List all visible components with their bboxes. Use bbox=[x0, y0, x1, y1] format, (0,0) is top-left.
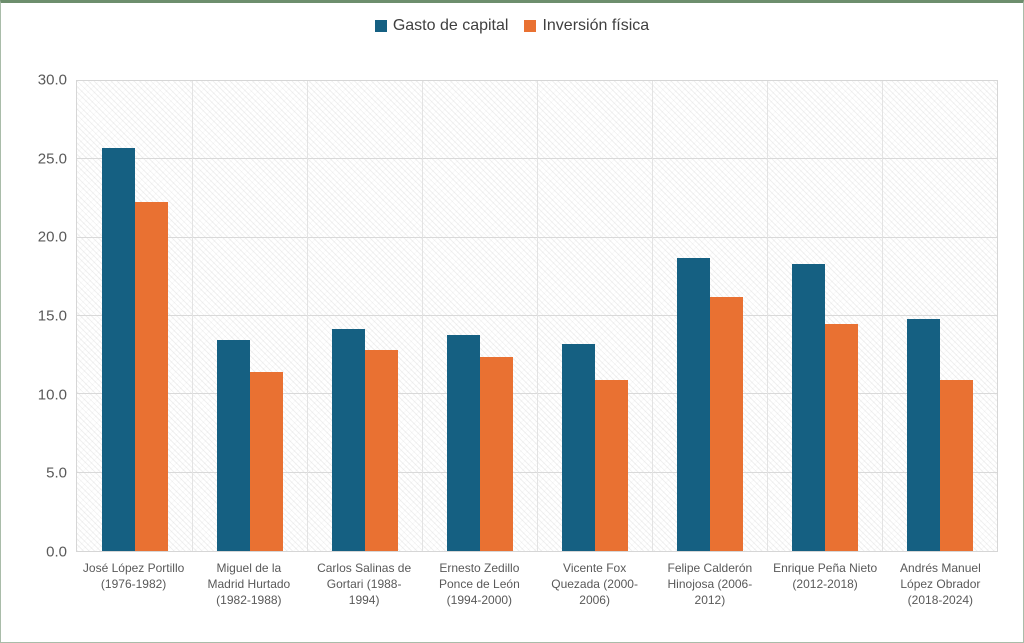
x-category-label: Miguel de la Madrid Hurtado (1982-1988) bbox=[207, 561, 291, 607]
legend-item-inversion-fisica: Inversión física bbox=[524, 17, 649, 35]
legend-label-inversion-fisica: Inversión física bbox=[542, 17, 650, 34]
bar-series-0-category-4 bbox=[561, 344, 595, 551]
vertical-gridline bbox=[767, 81, 768, 551]
bar-series-0-category-6 bbox=[791, 264, 825, 551]
bar-series-1-category-5 bbox=[709, 297, 743, 551]
bar-series-0-category-5 bbox=[676, 258, 710, 551]
x-axis-labels: José López Portillo (1976-1982) Miguel de… bbox=[76, 560, 998, 608]
x-category-label: Ernesto Zedillo Ponce de León (1994-2000… bbox=[439, 561, 520, 607]
bar-groups bbox=[77, 81, 997, 551]
bar-group bbox=[192, 81, 307, 551]
legend-item-gasto-de-capital: Gasto de capital bbox=[374, 17, 509, 35]
legend-swatch-gasto-de-capital bbox=[374, 20, 387, 32]
y-tick-label: 0.0 bbox=[46, 543, 67, 561]
bar-group bbox=[77, 81, 192, 551]
y-tick-label: 25.0 bbox=[37, 150, 67, 168]
vertical-gridline bbox=[652, 81, 653, 551]
vertical-gridline bbox=[537, 81, 538, 551]
y-tick-label: 30.0 bbox=[37, 71, 67, 89]
legend-label-gasto-de-capital: Gasto de capital bbox=[392, 17, 509, 34]
bar-series-1-category-3 bbox=[479, 356, 513, 551]
bar-group bbox=[307, 81, 422, 551]
bar-series-1-category-2 bbox=[364, 350, 398, 551]
y-tick-label: 10.0 bbox=[37, 386, 67, 404]
bar-group bbox=[537, 81, 652, 551]
y-tick-label: 20.0 bbox=[37, 228, 67, 246]
y-tick-label: 15.0 bbox=[37, 307, 67, 325]
bar-group bbox=[422, 81, 537, 551]
bar-series-1-category-0 bbox=[134, 201, 168, 551]
bar-series-0-category-2 bbox=[331, 328, 365, 551]
bar-group bbox=[767, 81, 882, 551]
bar-series-1-category-7 bbox=[939, 380, 973, 551]
bar-group bbox=[652, 81, 767, 551]
bar-series-0-category-7 bbox=[906, 319, 940, 551]
bar-series-0-category-3 bbox=[446, 334, 480, 551]
vertical-gridline bbox=[307, 81, 308, 551]
bar-series-1-category-1 bbox=[249, 372, 283, 551]
x-category-label: Andrés Manuel López Obrador (2018-2024) bbox=[900, 561, 981, 607]
vertical-gridline bbox=[422, 81, 423, 551]
bar-series-1-category-4 bbox=[594, 380, 628, 551]
x-category-label: Enrique Peña Nieto (2012-2018) bbox=[773, 561, 878, 591]
vertical-gridline bbox=[882, 81, 883, 551]
bar-series-0-category-1 bbox=[216, 339, 250, 551]
x-category-label: Vicente Fox Quezada (2000- 2006) bbox=[551, 561, 638, 607]
x-category-label: Carlos Salinas de Gortari (1988- 1994) bbox=[317, 561, 412, 607]
vertical-gridline bbox=[192, 81, 193, 551]
legend: Gasto de capital Inversión física bbox=[1, 17, 1023, 35]
bar-series-0-category-0 bbox=[101, 148, 135, 551]
legend-swatch-inversion-fisica bbox=[524, 20, 537, 32]
bar-group bbox=[882, 81, 997, 551]
x-category-label: Felipe Calderón Hinojosa (2006- 2012) bbox=[667, 561, 753, 607]
y-axis-labels: 0.0 5.0 10.0 15.0 20.0 25.0 30.0 bbox=[1, 72, 67, 561]
plot-area bbox=[76, 80, 998, 552]
bar-series-1-category-6 bbox=[824, 323, 858, 551]
y-tick-label: 5.0 bbox=[46, 464, 67, 482]
x-category-label: José López Portillo (1976-1982) bbox=[82, 561, 185, 591]
